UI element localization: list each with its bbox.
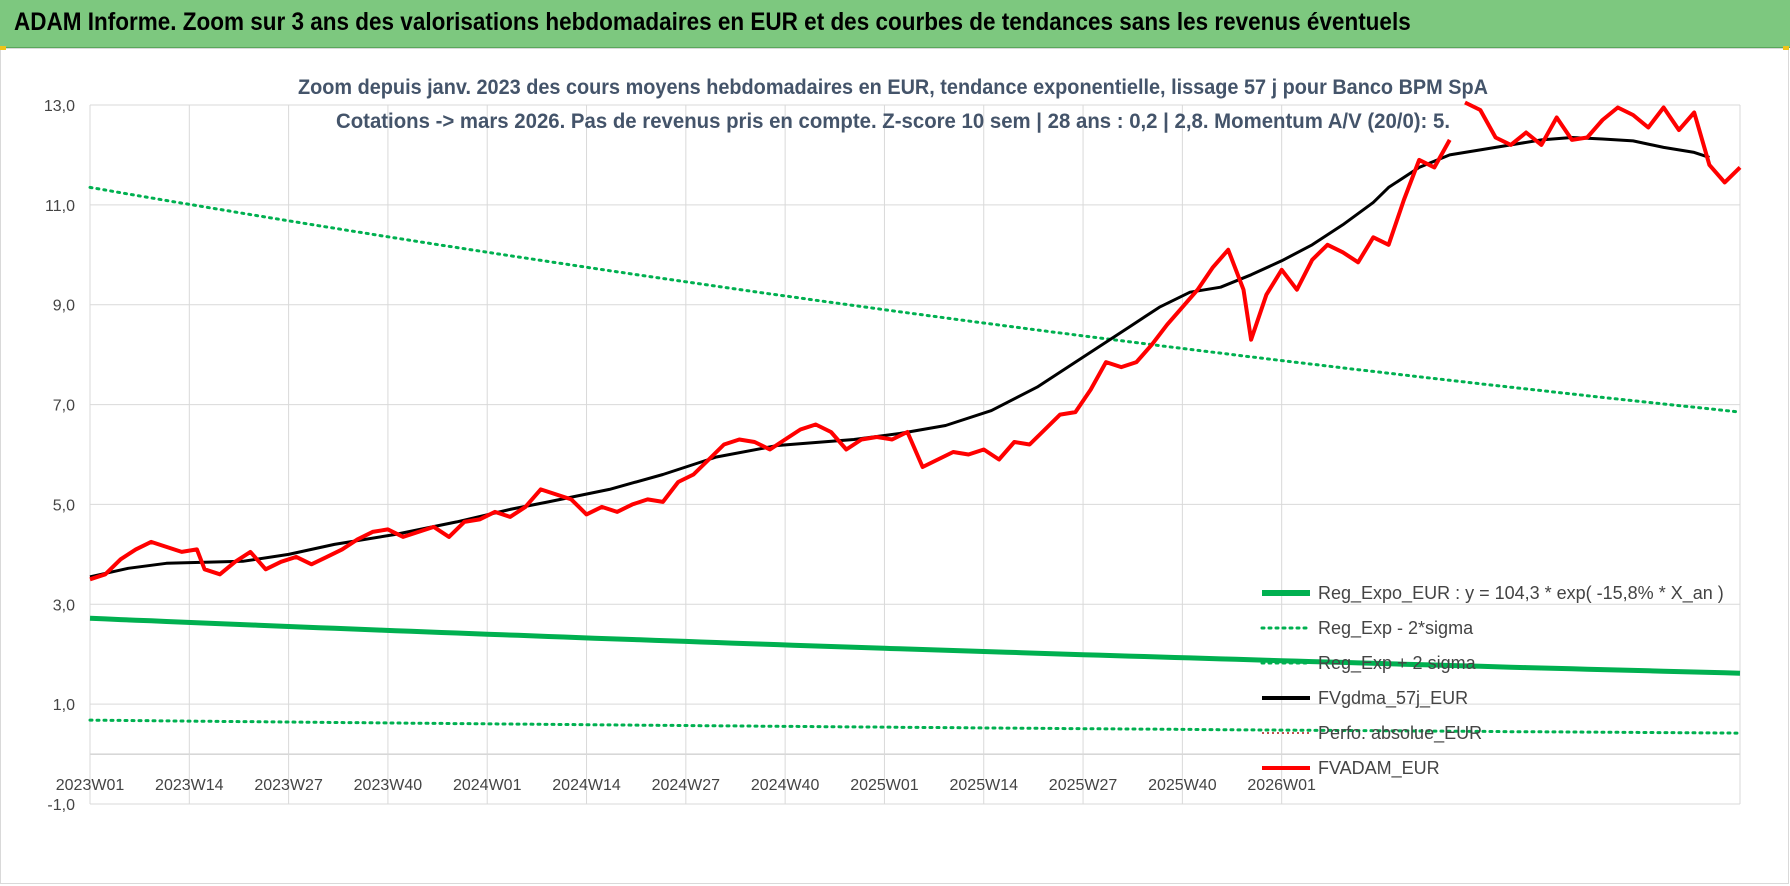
x-tick-label: 2025W01 [850,777,919,794]
legend-label: FVADAM_EUR [1318,758,1440,779]
x-tick-label: 2024W27 [652,777,721,794]
chart-legend: Reg_Expo_EUR : y = 104,3 * exp( -15,8% *… [1260,583,1724,779]
y-tick-label: 7,0 [53,398,75,415]
x-tick-label: 2023W40 [354,777,423,794]
legend-label: Reg_Expo_EUR : y = 104,3 * exp( -15,8% *… [1318,583,1724,604]
series-line-reg-low [88,718,1742,735]
y-tick-label: 9,0 [53,298,75,315]
legend-label: FVgdma_57j_EUR [1318,688,1468,709]
x-tick-label: 2023W14 [155,777,224,794]
series-line-smooth [89,136,1710,579]
chart-title-line-1: Zoom depuis janv. 2023 des cours moyens … [298,76,1488,99]
x-tick-label: 2024W40 [751,777,820,794]
x-tick-label: 2025W40 [1148,777,1217,794]
legend-label: Reg_Exp + 2 sigma [1318,653,1477,674]
x-tick-label: 2023W27 [254,777,323,794]
y-tick-label: 3,0 [53,597,75,614]
legend-label: Reg_Exp - 2*sigma [1318,618,1474,639]
y-tick-label: 11,0 [45,198,75,215]
x-tick-label: 2024W01 [453,777,522,794]
chart-title-line-2: Cotations -> mars 2026. Pas de revenus p… [336,110,1450,133]
x-axis-ticks: 2023W01 2023W14 2023W27 2023W40 2024W01 2024W… [56,777,1316,794]
x-tick-label: 2024W14 [552,777,621,794]
series-line-reg-high [88,185,1742,414]
report-banner: ADAM Informe. Zoom sur 3 ans des valoris… [0,0,1790,48]
x-tick-label: 2025W14 [950,777,1019,794]
x-tick-label: 2023W01 [56,777,125,794]
y-tick-label: 1,0 [53,697,75,714]
y-tick-label: 13,0 [44,98,75,115]
series-line-reg [89,615,1741,676]
x-tick-label: 2025W27 [1049,777,1118,794]
y-tick-label: -1,0 [47,797,75,814]
x-tick-label: 2026W01 [1247,777,1316,794]
corner-mark-right [1783,46,1789,50]
series-line-price-top [1464,100,1742,185]
series-line-price [89,138,1452,582]
series-layer [88,100,1742,735]
grid-lines [89,104,1741,805]
y-tick-label: 5,0 [53,497,75,514]
report-title: ADAM Informe. Zoom sur 3 ans des valoris… [14,8,1411,36]
chart-frame [0,48,1789,884]
legend-label: Perfo. absolue_EUR [1318,723,1482,744]
corner-mark-left [0,46,6,50]
y-axis-ticks: -1,0 1,0 3,0 5,0 7,0 9,0 11,0 13,0 [44,98,75,814]
